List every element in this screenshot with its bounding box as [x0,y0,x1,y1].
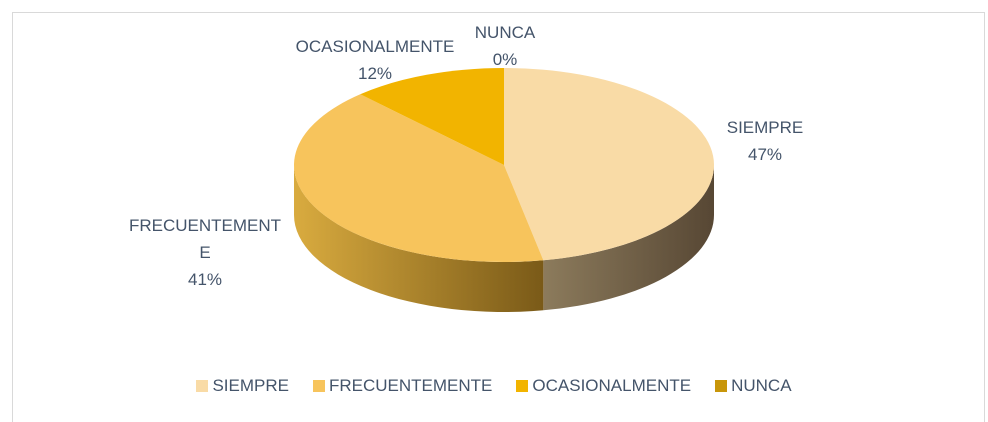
data-label-value: 0% [492,50,518,69]
slice-side [543,165,714,311]
slice [294,94,544,263]
data-label-category: SIEMPRE [726,118,804,137]
data-label-value: 12% [357,64,393,83]
legend-item: NUNCA [715,376,792,396]
legend-label: FRECUENTEMENTE [328,376,493,395]
slice [360,68,504,165]
data-label-value: 47% [747,145,783,164]
legend-swatch [312,380,325,392]
legend-item: SIEMPRE [196,376,289,396]
data-label: SIEMPRE 47% [685,114,845,168]
slice [504,68,715,261]
chart-frame [12,12,985,422]
data-label-value: 41% [187,269,223,289]
legend-swatch [196,380,209,392]
data-label-category: OCASIONALMENTE [295,37,455,56]
legend-item: OCASIONALMENTE [516,376,691,396]
legend: SIEMPRE FRECUENTEMENTE OCASIONALMENTE NUNCA [0,376,988,396]
legend-label: OCASIONALMENTE [532,376,692,395]
legend-label: SIEMPRE [212,376,289,395]
data-label: NUNCA 0% [425,19,585,73]
slice-side [294,165,544,312]
data-label-category: FRECUENTEMENTE [128,215,282,262]
data-label-category: NUNCA [474,23,536,42]
legend-item: FRECUENTEMENTE [312,376,493,396]
legend-label: NUNCA [731,376,792,395]
legend-swatch [715,380,728,392]
data-label: FRECUENTEMENTE 41% [125,212,285,293]
data-label: OCASIONALMENTE 12% [295,33,455,87]
legend-swatch [516,380,529,392]
